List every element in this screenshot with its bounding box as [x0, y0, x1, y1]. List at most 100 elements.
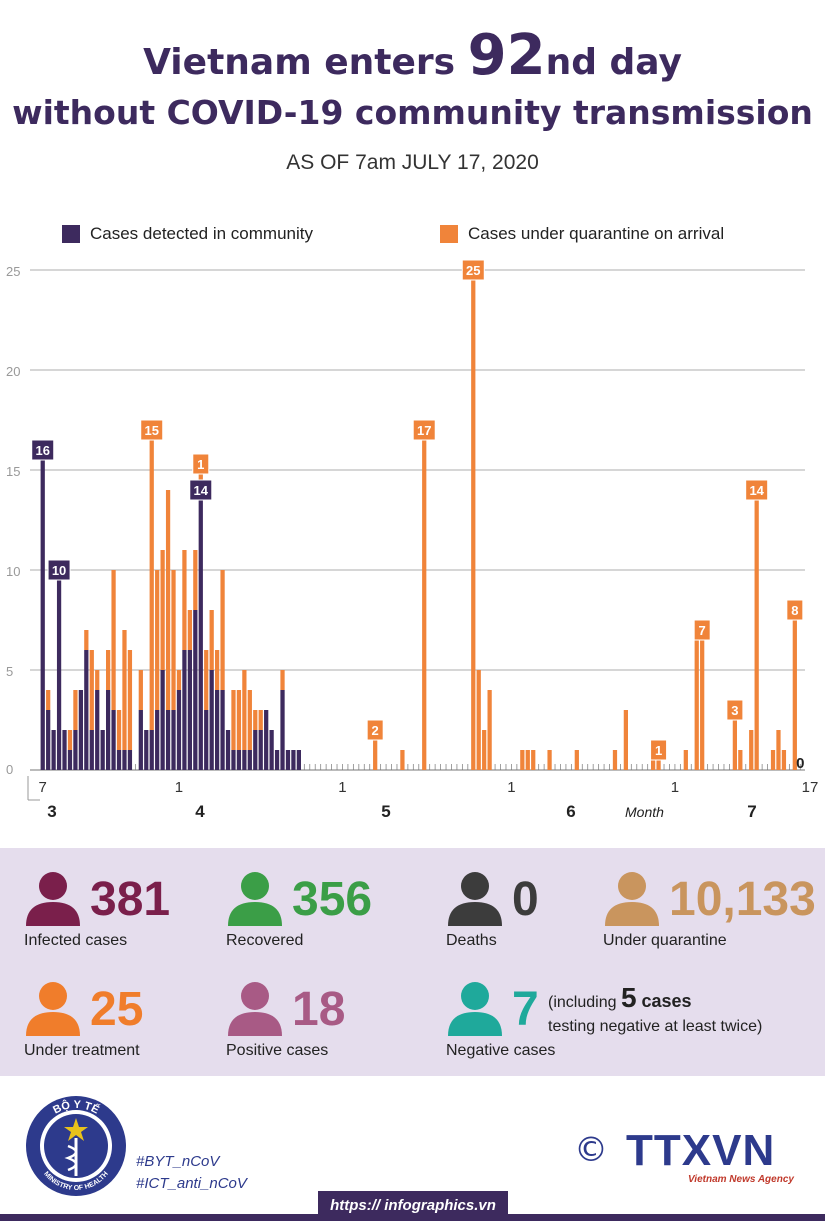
bar-quarantine — [209, 610, 214, 670]
bar-quarantine — [165, 490, 171, 710]
data-label-box — [140, 419, 164, 441]
bar-community — [78, 690, 84, 770]
bar-quarantine — [214, 650, 220, 690]
bar-community — [236, 750, 242, 770]
agency-logo: TTXVN — [626, 1126, 776, 1175]
stat-positive: 18 Positive cases — [226, 980, 345, 1060]
stat-negative: 7 Negative cases — [446, 980, 555, 1060]
bar-quarantine — [105, 650, 111, 690]
bar-quarantine — [732, 710, 738, 770]
copyright-icon: © — [574, 1130, 608, 1170]
month-label-5: 5 — [381, 802, 391, 821]
bar-quarantine — [476, 670, 481, 770]
bar-community — [171, 710, 176, 770]
bar-quarantine — [236, 690, 242, 750]
hashtags: #BYT_nCoV #ICT_anti_nCoV — [136, 1151, 247, 1195]
bar-community — [220, 690, 225, 770]
bar-quarantine — [46, 690, 51, 710]
data-label: 10 — [52, 563, 66, 578]
bar-quarantine — [67, 730, 73, 750]
data-label: 15 — [144, 423, 158, 438]
bar-quarantine — [776, 730, 781, 770]
bar-quarantine — [171, 570, 176, 710]
bar-community — [269, 730, 274, 770]
source-url-link[interactable]: https:// infographics.vn — [318, 1191, 508, 1221]
bar-quarantine — [155, 570, 160, 710]
bar-community — [160, 670, 165, 770]
bar-community — [51, 730, 56, 770]
bar-community — [111, 710, 116, 770]
bar-community — [56, 570, 62, 770]
person-icon — [446, 980, 504, 1040]
data-label-box — [693, 619, 711, 641]
bar-community — [264, 710, 269, 770]
hashtag-ict[interactable]: #ICT_anti_nCoV — [136, 1175, 247, 1192]
data-label: 1 — [197, 457, 204, 472]
bar-quarantine — [683, 750, 688, 770]
bar-community — [253, 730, 258, 770]
bar-quarantine — [373, 730, 378, 770]
bar-community — [127, 750, 133, 770]
bar-quarantine — [138, 670, 143, 710]
data-label-box — [31, 439, 55, 461]
stat-value: 7 — [512, 983, 539, 1036]
month-label-7: 7 — [747, 802, 757, 821]
legend-item-community: Cases detected in community — [62, 224, 313, 244]
bar-quarantine — [204, 650, 209, 710]
bar-community — [176, 690, 182, 770]
bar-community — [73, 730, 78, 770]
stat-value: 356 — [292, 873, 373, 926]
bar-quarantine — [231, 690, 236, 750]
bar-community — [187, 650, 193, 770]
seal-top-text: BỘ Y TẾ — [51, 1098, 101, 1116]
header: Vietnam enters 92nd day without COVID-19… — [0, 28, 825, 175]
bar-quarantine — [623, 710, 629, 770]
bar-community — [67, 750, 73, 770]
bar-community — [138, 710, 143, 770]
x-tick-label: 1 — [507, 779, 515, 796]
data-label-box — [726, 699, 744, 721]
y-tick-label: 5 — [6, 664, 13, 679]
person-icon — [24, 980, 82, 1040]
stat-recovered: 356 Recovered — [226, 870, 372, 950]
data-label-box — [745, 479, 769, 501]
bar-community — [247, 750, 252, 770]
bar-quarantine — [749, 730, 754, 770]
x-tick-label: 17 — [802, 779, 819, 796]
bar-community — [280, 690, 285, 770]
bar-community — [291, 750, 296, 770]
bar-quarantine — [111, 570, 116, 710]
note-line2: testing negative at least twice) — [548, 1018, 763, 1035]
bar-quarantine — [422, 430, 427, 770]
negative-note: (including 5 cases testing negative at l… — [548, 984, 763, 1039]
bar-community — [84, 650, 89, 770]
data-label: 7 — [699, 623, 706, 638]
person-icon — [226, 980, 284, 1040]
month-axis: 3 4 5 6 Month 7 — [0, 802, 825, 826]
bar-community — [122, 750, 127, 770]
month-label-6: 6 — [566, 802, 576, 821]
svg-text:BỘ Y TẾ: BỘ Y TẾ — [51, 1098, 101, 1116]
data-label-box — [412, 419, 436, 441]
bar-community — [242, 750, 247, 770]
stat-under-quarantine: 10,133 Under quarantine — [603, 870, 816, 950]
bar-community — [214, 690, 220, 770]
bar-quarantine — [612, 750, 618, 770]
stat-label: Negative cases — [446, 1042, 556, 1059]
agency-subtitle: Vietnam News Agency — [688, 1174, 794, 1185]
bar-quarantine — [700, 630, 705, 770]
hashtag-byt[interactable]: #BYT_nCoV — [136, 1153, 220, 1170]
stat-label: Positive cases — [226, 1042, 329, 1059]
bar-quarantine — [84, 630, 89, 650]
stat-under-treatment: 25 Under treatment — [24, 980, 143, 1060]
bar-quarantine — [792, 610, 797, 770]
bar-community — [100, 730, 105, 770]
stat-label: Infected cases — [24, 932, 128, 949]
stat-deaths: 0 Deaths — [446, 870, 539, 950]
bar-quarantine — [754, 490, 759, 770]
month-axis-title: Month — [625, 804, 664, 820]
data-label-box — [650, 739, 668, 761]
bar-community — [209, 670, 214, 770]
data-label-box — [192, 453, 210, 475]
legend-item-quarantine: Cases under quarantine on arrival — [440, 224, 724, 244]
